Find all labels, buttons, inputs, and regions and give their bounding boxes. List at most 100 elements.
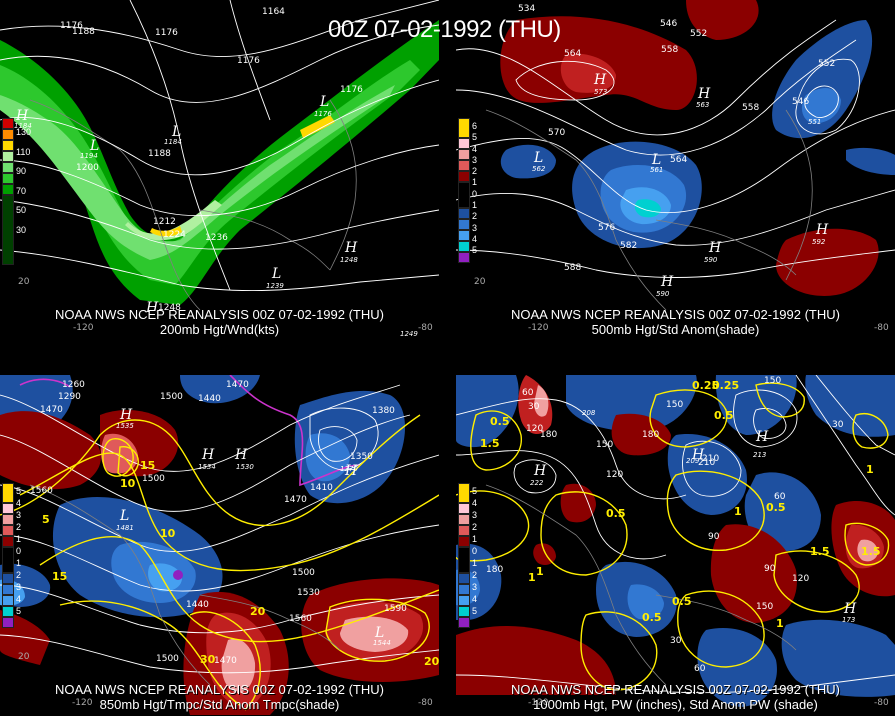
contour-label: 1224 — [163, 230, 186, 240]
center-value: 1239 — [266, 282, 284, 290]
map-500mb: 20 -120 -80 534 546 552 558 564 570 576 … — [456, 0, 895, 333]
high-center: H — [533, 463, 547, 479]
legend-label: 110 — [16, 146, 31, 157]
legend-swatch — [2, 606, 14, 617]
lon-label-80: -80 — [874, 323, 889, 333]
anom-pos-area — [857, 539, 878, 562]
low-center: L — [271, 266, 281, 282]
legend-swatch — [2, 151, 14, 162]
wind-band-70 — [0, 85, 395, 260]
legend-swatch — [2, 118, 14, 129]
contour-label: 90 — [764, 564, 776, 574]
legend-swatch — [458, 182, 470, 208]
pw-label: 1.5 — [810, 545, 830, 558]
high-center: H — [755, 429, 769, 445]
high-center: H — [843, 601, 857, 617]
legend-label: 3 — [16, 510, 22, 520]
high-center: H — [660, 274, 674, 290]
contour-label: 1440 — [198, 394, 221, 404]
height-contours — [456, 375, 895, 694]
panel-500mb-height-anomaly: 20 -120 -80 534 546 552 558 564 570 576 … — [456, 0, 895, 340]
legend-swatch — [2, 129, 14, 140]
panel-caption-source: NOAA NWS NCEP REANALYSIS 00Z 07-02-1992 … — [511, 307, 840, 322]
legend-label: 4 — [472, 498, 478, 508]
legend-label: 2 — [472, 211, 478, 222]
anom-neg-area — [781, 619, 895, 697]
contour-label: 534 — [518, 4, 535, 14]
legend-swatch — [458, 252, 470, 263]
contour-label: 1560 — [30, 486, 53, 496]
lat-label-20: 20 — [18, 277, 30, 287]
contour-label: 1470 — [284, 495, 307, 505]
contour-label: 120 — [606, 470, 623, 480]
legend-label: 5 — [472, 606, 478, 616]
legend-label: 3 — [472, 222, 478, 233]
lat-label-20: 20 — [18, 652, 30, 662]
temperature-label: 20 — [424, 655, 439, 668]
contour-label: 1236 — [205, 233, 228, 243]
panel-caption-field: 200mb Hgt/Wnd(kts) — [159, 322, 280, 337]
legend-label: 5 — [472, 245, 478, 256]
center-value: 1184 — [164, 138, 182, 146]
anom-pos-area — [560, 53, 616, 93]
pw-label: 1.5 — [480, 437, 500, 450]
contour-label: 1260 — [62, 380, 85, 390]
legend-label: 6 — [472, 121, 478, 131]
anom-pos-area — [0, 411, 101, 490]
coastline — [485, 109, 813, 311]
contour-label: 180 — [642, 430, 659, 440]
main-title: 00Z 07-02-1992 (THU) — [328, 16, 561, 43]
contour-label: 1188 — [148, 149, 171, 159]
legend-label: 30 — [16, 224, 27, 235]
lon-label-120: -120 — [72, 698, 93, 708]
contour-label: 1500 — [292, 568, 315, 578]
anom-neg-area — [148, 563, 182, 592]
anom-pos-area — [221, 638, 256, 693]
center-value: 1534 — [198, 463, 216, 471]
legend-swatch — [458, 617, 470, 628]
anomaly-legend-labels: 5 4 3 2 1 0 1 2 3 4 5 — [16, 485, 21, 617]
contour-label: 1470 — [40, 405, 63, 415]
anom-neg-area — [697, 628, 777, 707]
map-850mb: 20 -120 -80 1260 1290 1470 1500 1440 147… — [0, 375, 439, 715]
center-value: 1194 — [80, 152, 98, 160]
legend-swatch — [2, 584, 14, 595]
legend-swatch — [458, 584, 470, 595]
legend-label: 0 — [472, 546, 478, 556]
legend-label: 4 — [472, 233, 478, 244]
contour-label: 558 — [661, 45, 678, 55]
high-center: H — [119, 407, 133, 423]
contour-label: 90 — [708, 532, 720, 542]
legend-label: 50 — [16, 205, 27, 215]
contour-label: 1440 — [186, 600, 209, 610]
panel-1000mb-height-pw: -120 -80 60 30 120 180 150 120 90 60 30 … — [456, 375, 895, 715]
contour-label: 576 — [598, 223, 615, 233]
contour-label: 1176 — [340, 85, 363, 95]
legend-swatch — [458, 483, 470, 503]
contour-label: 60 — [774, 492, 786, 502]
legend-swatch — [2, 140, 14, 151]
high-center: H — [234, 447, 248, 463]
contour-label: 1470 — [214, 656, 237, 666]
wind-band-110-east — [300, 115, 335, 138]
contour-label: 120 — [792, 574, 809, 584]
center-value: 1535 — [116, 422, 134, 430]
legend-swatch — [2, 573, 14, 584]
legend-swatch — [2, 173, 14, 184]
anom-neg-area — [667, 434, 747, 515]
wind-legend — [2, 118, 14, 265]
contour-label: 1470 — [226, 380, 249, 390]
contour-label: 1212 — [153, 217, 176, 227]
contour-label: 30 — [832, 420, 844, 430]
high-center: H — [145, 300, 159, 316]
low-center: L — [533, 150, 543, 166]
legend-swatch — [2, 617, 14, 628]
anom-neg-area — [805, 375, 895, 437]
contour-label: 60 — [694, 664, 706, 674]
temperature-label: 30 — [200, 653, 216, 666]
contour-label: 180 — [486, 565, 503, 575]
legend-label: 2 — [472, 166, 478, 177]
contour-label: 1200 — [76, 163, 99, 173]
anom-extreme — [173, 570, 183, 580]
pw-label: 0.25 — [712, 379, 739, 392]
